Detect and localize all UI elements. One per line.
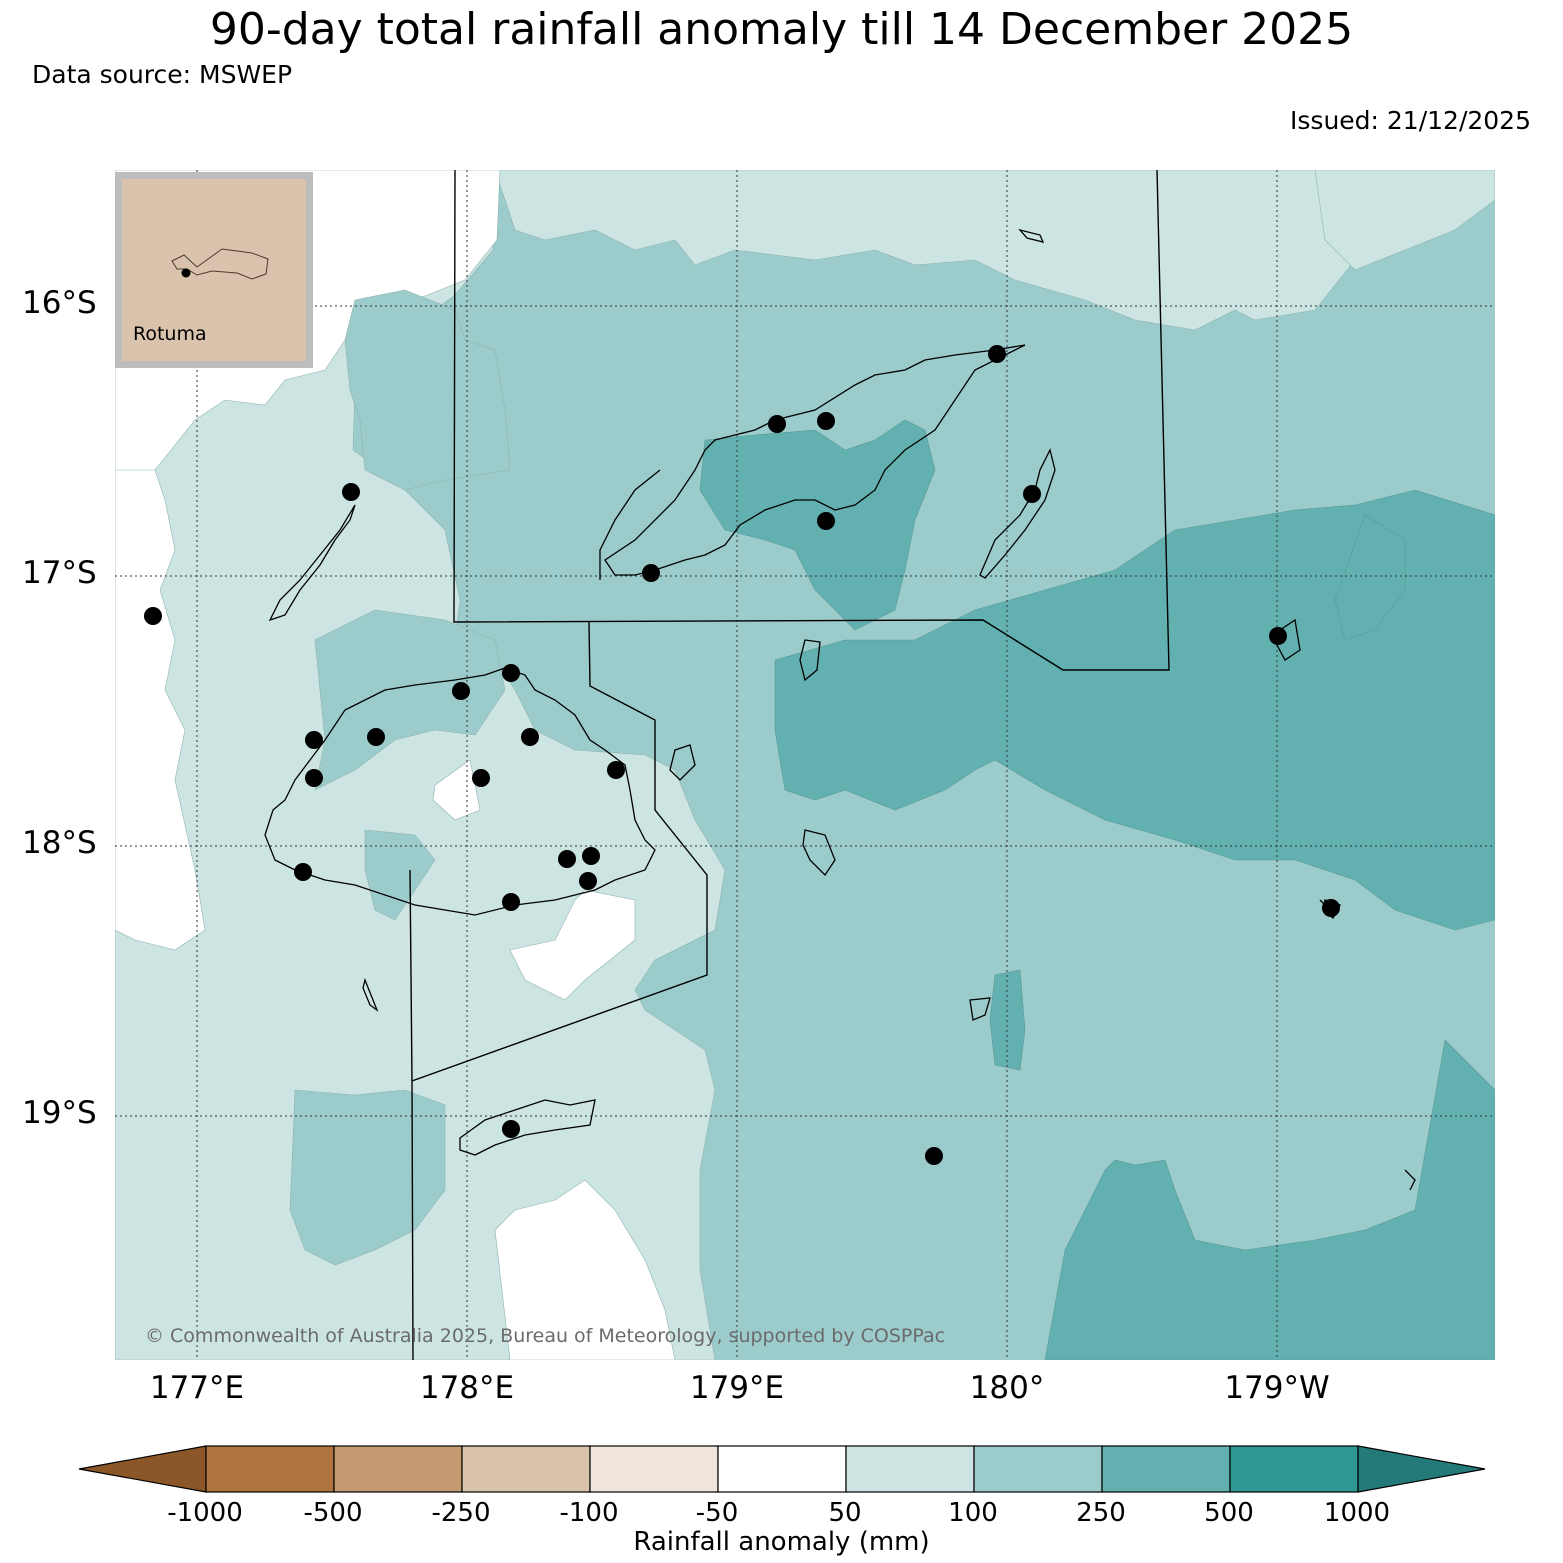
colorbar-segment: [1229, 1445, 1359, 1493]
station-marker: [305, 769, 323, 787]
inset-label: Rotuma: [133, 323, 207, 345]
station-marker: [294, 863, 312, 881]
island-vanua-levu: [599, 344, 1026, 580]
station-marker: [988, 345, 1006, 363]
colorbar-title: Rainfall anomaly (mm): [633, 1527, 930, 1557]
island-taveuni: [979, 448, 1056, 579]
rainfall-anomaly-map[interactable]: [115, 170, 1495, 1360]
cbar-tick: 100: [948, 1498, 998, 1528]
station-marker: [452, 682, 470, 700]
station-marker: [1269, 627, 1287, 645]
lon-label-179e: 179°E: [689, 1370, 785, 1406]
station-marker: [768, 415, 786, 433]
colorbar-segment: [333, 1445, 463, 1493]
station-marker: [1322, 899, 1340, 917]
cbar-tick: 250: [1076, 1498, 1126, 1528]
colorbar-segment: [589, 1445, 719, 1493]
island-vatulele: [362, 977, 379, 1012]
station-marker: [607, 761, 625, 779]
station-marker: [502, 1120, 520, 1138]
colorbar-segment: [461, 1445, 591, 1493]
division-boundaries: [409, 170, 1170, 1360]
island-ovalau: [799, 639, 821, 682]
station-marker: [521, 728, 539, 746]
station-marker: [472, 769, 490, 787]
station-marker: [579, 872, 597, 890]
cbar-tick: 1000: [1323, 1498, 1391, 1528]
colorbar-extend-high: [1357, 1445, 1486, 1493]
lat-label-17s: 17°S: [22, 555, 97, 591]
cbar-tick: 500: [1204, 1498, 1254, 1528]
station-marker: [817, 512, 835, 530]
lat-label-19s: 19°S: [22, 1095, 97, 1131]
station-marker: [367, 728, 385, 746]
island-kadavu: [459, 1099, 596, 1156]
cbar-tick: -500: [303, 1498, 363, 1528]
station-marker: [1023, 485, 1041, 503]
anomaly-layer-250-500: [774, 489, 1495, 931]
cbar-tick: -50: [695, 1498, 739, 1528]
colorbar-segment: [845, 1445, 975, 1493]
lon-label-177e: 177°E: [149, 1370, 245, 1406]
copyright-notice: © Commonwealth of Australia 2025, Bureau…: [145, 1325, 946, 1347]
data-source: Data source: MSWEP: [32, 60, 293, 89]
lat-label-18s: 18°S: [22, 825, 97, 861]
island-koro: [969, 997, 991, 1021]
cbar-tick: -250: [431, 1498, 491, 1528]
station-marker: [925, 1147, 943, 1165]
graticule: [115, 170, 1495, 1360]
rotuma-inset[interactable]: [115, 172, 313, 368]
lon-label-179w: 179°W: [1224, 1370, 1330, 1406]
station-marker: [817, 412, 835, 430]
issued-date: Issued: 21/12/2025: [1290, 106, 1531, 135]
station-marker: [502, 664, 520, 682]
colorbar-segment: [1101, 1445, 1231, 1493]
colorbar: [78, 1445, 1486, 1493]
rotuma-inset-map: [171, 248, 269, 280]
colorbar-segment: [717, 1445, 847, 1493]
colorbar-segment: [973, 1445, 1103, 1493]
station-marker: [558, 850, 576, 868]
station-marker: [502, 893, 520, 911]
cbar-tick: -1000: [167, 1498, 243, 1528]
lon-label-180: 180°: [969, 1370, 1045, 1406]
colorbar-extend-low: [78, 1445, 207, 1493]
station-marker: [342, 483, 360, 501]
cbar-tick: 50: [828, 1498, 862, 1528]
lat-label-16s: 16°S: [22, 285, 97, 321]
station-marker: [582, 847, 600, 865]
stations: [144, 345, 1340, 1165]
cbar-tick: -100: [559, 1498, 619, 1528]
lon-label-178e: 178°E: [419, 1370, 515, 1406]
station-marker: [642, 564, 660, 582]
map-title: 90-day total rainfall anomaly till 14 De…: [209, 4, 1354, 55]
colorbar-segment: [205, 1445, 335, 1493]
station-marker: [305, 731, 323, 749]
island-yasawa: [268, 504, 356, 622]
island-gau: [802, 829, 836, 877]
island-moala: [669, 744, 696, 781]
station-marker: [144, 607, 162, 625]
